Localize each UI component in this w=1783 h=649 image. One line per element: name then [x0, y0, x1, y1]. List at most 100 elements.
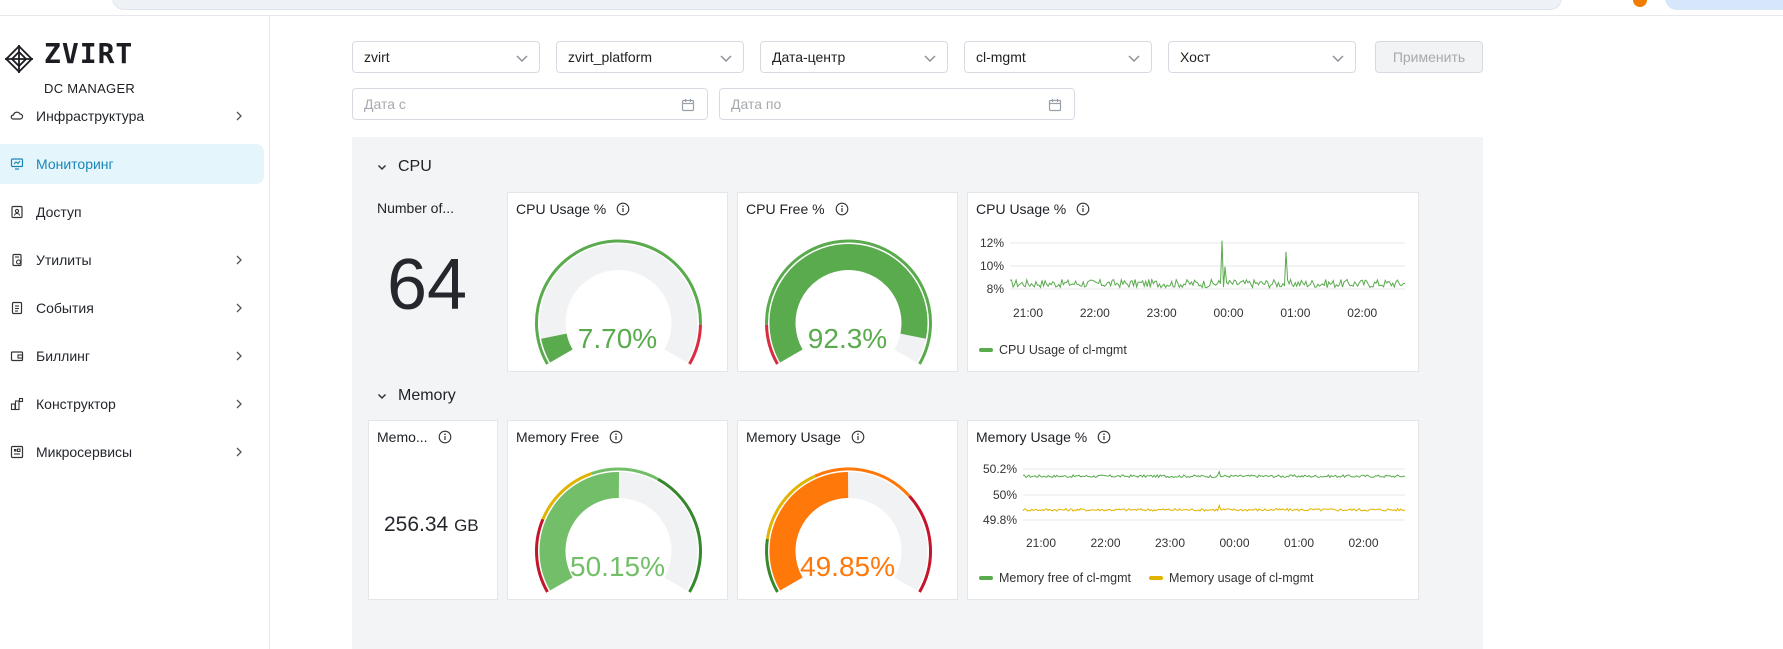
memory-usage-gauge-value: 49.85% — [800, 551, 895, 582]
cpu-free-gauge — [765, 239, 932, 365]
notification-badge[interactable] — [1633, 0, 1647, 7]
gauge-threshold-segment — [765, 324, 779, 365]
section-title-memory: Memory — [398, 387, 456, 404]
x-tick-label: 01:00 — [1284, 536, 1314, 550]
gauge-threshold-segment — [765, 538, 779, 593]
memory-usage-line-chart: 50.2% 50% 49.8% 21:00 22:00 23:00 00:00 01:00 02… — [983, 462, 1406, 550]
chevron-right-icon[interactable] — [232, 445, 246, 459]
legend-label: Memory usage of cl-mgmt — [1168, 571, 1314, 585]
info-icon[interactable] — [609, 430, 623, 444]
apply-button[interactable]: Применить — [1375, 41, 1483, 73]
address-bar[interactable] — [112, 0, 1562, 10]
sidebar-item-microservices[interactable]: Микросервисы — [0, 432, 270, 472]
date-from-input[interactable]: Дата с — [352, 88, 708, 120]
calendar-icon[interactable] — [681, 98, 695, 112]
constructor-icon — [10, 397, 24, 411]
legend-label: CPU Usage of cl-mgmt — [999, 343, 1127, 357]
card-title: Memory Usage % — [976, 429, 1111, 445]
sidebar-item-monitoring[interactable]: Мониторинг — [0, 144, 264, 184]
legend-swatch — [1148, 576, 1163, 580]
select-host[interactable]: Хост — [1168, 41, 1356, 73]
sidebar-item-utilities[interactable]: Утилиты — [0, 240, 270, 280]
user-menu-pill[interactable] — [1665, 0, 1783, 10]
gauge-threshold-segment — [814, 467, 911, 498]
gauge-threshold-segment — [765, 239, 932, 365]
x-tick-label: 02:00 — [1347, 306, 1377, 320]
gauge-threshold-segment — [765, 474, 816, 540]
sidebar-item-billing[interactable]: Биллинг — [0, 336, 270, 376]
info-icon[interactable] — [1076, 202, 1090, 216]
x-tick-label: 22:00 — [1090, 536, 1120, 550]
legend-item[interactable]: Memory usage of cl-mgmt — [1148, 571, 1314, 585]
select-host-value: Хост — [1180, 49, 1211, 65]
cpu-usage-chart-card: CPU Usage % 12% 10% 8% 21:00 22:00 23:00 00:00… — [967, 192, 1419, 372]
legend-swatch — [979, 576, 993, 580]
x-tick-label: 21:00 — [1026, 536, 1056, 550]
gauge-threshold-segment — [535, 239, 702, 365]
card-title-text: CPU Usage % — [976, 201, 1067, 217]
select-cluster[interactable]: zvirt — [352, 41, 540, 73]
gauge-threshold-segment — [657, 477, 702, 593]
chevron-right-icon[interactable] — [232, 109, 246, 123]
card-title-text: CPU Free % — [746, 201, 825, 217]
logo[interactable]: ZVIRT DC MANAGER — [0, 36, 160, 96]
sidebar-item-label: Конструктор — [36, 396, 116, 412]
date-to-placeholder: Дата по — [731, 96, 782, 112]
microservices-icon — [10, 445, 24, 459]
info-icon[interactable] — [851, 430, 865, 444]
gauge-threshold-segment — [541, 472, 593, 520]
date-to-input[interactable]: Дата по — [719, 88, 1075, 120]
chart-legend: CPU Usage of cl-mgmt — [979, 343, 1145, 357]
sidebar-item-access[interactable]: Доступ — [0, 192, 270, 232]
sidebar-item-constructor[interactable]: Конструктор — [0, 384, 270, 424]
card-title-text: Memo... — [377, 429, 428, 445]
gauge-threshold-segment — [535, 518, 549, 593]
section-title-cpu: CPU — [398, 158, 432, 175]
gauge-value-arc — [769, 244, 928, 363]
sidebar-item-events[interactable]: События — [0, 288, 270, 328]
sidebar-item-infrastructure[interactable]: Инфраструктура — [0, 96, 270, 136]
x-tick-label: 02:00 — [1349, 536, 1379, 550]
memory-total-card: Memo... 256.34 GB — [368, 420, 498, 600]
info-icon[interactable] — [616, 202, 630, 216]
x-tick-label: 23:00 — [1155, 536, 1185, 550]
card-title-text: Memory Usage — [746, 429, 841, 445]
memory-usage-gauge — [765, 467, 932, 593]
chevron-right-icon[interactable] — [232, 349, 246, 363]
chevron-down-icon — [924, 55, 936, 62]
sidebar-item-label: Инфраструктура — [36, 108, 145, 124]
series-line — [1009, 240, 1406, 290]
cpu-usage-line-chart: 12% 10% 8% 21:00 22:00 23:00 00:00 01:00 02:00 — [980, 236, 1406, 320]
select-datacenter-value: Дата-центр — [772, 49, 846, 65]
card-title: Number of... — [377, 200, 455, 216]
sidebar-item-label: Утилиты — [36, 252, 92, 268]
info-icon[interactable] — [1097, 430, 1111, 444]
select-datacenter[interactable]: Дата-центр — [760, 41, 948, 73]
chevron-down-icon — [1332, 55, 1344, 62]
chevron-down-icon — [516, 55, 528, 62]
browser-topbar — [0, 0, 1783, 16]
legend-swatch — [979, 348, 993, 352]
section-toggle-cpu[interactable]: CPU — [376, 158, 432, 176]
sidebar-item-label: Доступ — [36, 204, 82, 220]
sidebar-item-label: События — [36, 300, 94, 316]
section-toggle-memory[interactable]: Memory — [376, 387, 456, 405]
info-icon[interactable] — [835, 202, 849, 216]
calendar-icon[interactable] — [1048, 98, 1062, 112]
legend-item[interactable]: Memory free of cl-mgmt — [979, 571, 1131, 585]
y-tick-label: 50% — [993, 488, 1017, 502]
info-icon[interactable] — [438, 430, 452, 444]
select-host-cluster[interactable]: cl-mgmt — [964, 41, 1152, 73]
cpu-count-value: 64 — [387, 245, 468, 325]
chevron-down-icon — [1128, 55, 1140, 62]
logo-mark-icon — [4, 44, 34, 74]
card-title: Memory Free — [516, 429, 623, 445]
cpu-usage-gauge-card: CPU Usage % 7.70% — [507, 192, 728, 372]
chevron-right-icon[interactable] — [232, 397, 246, 411]
legend-item[interactable]: CPU Usage of cl-mgmt — [979, 343, 1127, 357]
memory-usage-gauge-card: Memory Usage 49.85% — [737, 420, 958, 600]
chevron-right-icon[interactable] — [232, 253, 246, 267]
chevron-right-icon[interactable] — [232, 301, 246, 315]
brand-subtitle: DC MANAGER — [44, 81, 136, 96]
select-platform[interactable]: zvirt_platform — [556, 41, 744, 73]
